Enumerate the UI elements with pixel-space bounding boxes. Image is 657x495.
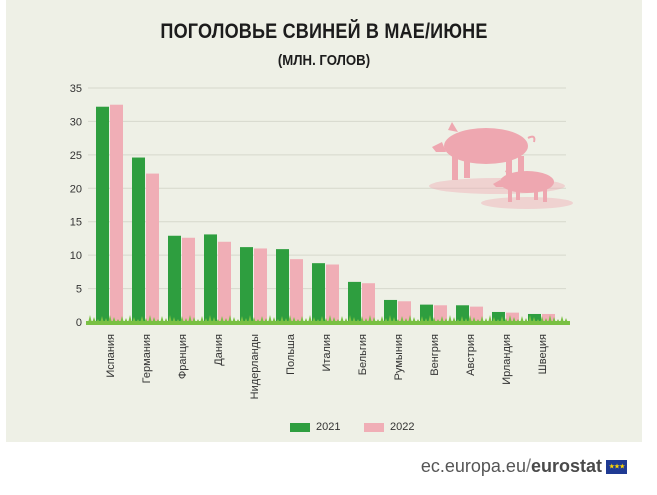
legend-swatch-2022 [364, 422, 384, 432]
legend-swatch-2021 [290, 422, 310, 432]
bar-2021-7 [348, 281, 361, 322]
infographic-card: ПОГОЛОВЬЕ СВИНЕЙ В МАЕ/ИЮНЕ (МЛН. ГОЛОВ)… [6, 0, 642, 442]
bar-2022-3 [218, 241, 231, 322]
y-tick-label: 20 [70, 183, 82, 195]
gridlines [88, 87, 566, 290]
x-tick-label: Германия [141, 334, 153, 383]
bar-2022-5 [290, 259, 303, 322]
bar-2022-9 [434, 305, 447, 322]
x-tick-label: Венгрия [429, 334, 441, 376]
bar-2021-10 [456, 305, 469, 322]
legend-item-2021: 2021 [290, 421, 340, 433]
bar-2021-4 [240, 247, 253, 322]
y-tick-label: 15 [70, 217, 82, 229]
eu-flag-icon: ★★★ [606, 459, 627, 474]
x-tick-label: Италия [321, 334, 333, 372]
y-tick-label: 25 [70, 150, 82, 162]
x-tick-label: Бельгия [357, 334, 369, 375]
grass-baseline [86, 315, 570, 325]
bar-2021-0 [96, 106, 109, 322]
x-tick-label: Дания [213, 334, 225, 366]
bar-2022-2 [182, 237, 195, 322]
bar-2021-6 [312, 263, 325, 322]
bar-2022-11 [506, 312, 519, 322]
bar-2022-8 [398, 301, 411, 322]
x-tick-label: Нидерланды [249, 334, 261, 399]
x-tick-label: Испания [105, 334, 117, 378]
bar-2021-5 [276, 249, 289, 322]
x-tick-label: Австрия [465, 334, 477, 376]
y-axis-ticks: 0 5 10 15 20 25 30 35 [70, 83, 82, 329]
y-tick-label: 35 [70, 83, 82, 95]
bar-2021-12 [528, 313, 541, 322]
legend: 2021 2022 [6, 421, 642, 437]
x-tick-label: Франция [177, 334, 189, 379]
bar-2022-12 [542, 313, 555, 322]
source-separator: / [525, 456, 531, 476]
bar-2022-4 [254, 248, 267, 322]
y-tick-label: 30 [70, 116, 82, 128]
bar-2021-1 [132, 157, 145, 322]
bar-2022-7 [362, 283, 375, 322]
chart-title: ПОГОЛОВЬЕ СВИНЕЙ В МАЕ/ИЮНЕ [160, 20, 488, 43]
x-tick-label: Польша [285, 333, 297, 375]
bar-2022-1 [146, 173, 159, 322]
bar-2022-6 [326, 264, 339, 322]
y-tick-label: 0 [76, 317, 82, 329]
x-tick-label: Швеция [537, 334, 549, 374]
chart-subtitle: (МЛН. ГОЛОВ) [277, 52, 371, 69]
bar-2022-10 [470, 306, 483, 322]
source-site: ec.europa.eu [420, 456, 526, 476]
bar-chart: 0 5 10 15 20 25 30 35 [70, 83, 573, 399]
bar-2021-2 [168, 235, 181, 322]
bar-2021-3 [204, 234, 217, 322]
x-axis-labels: Испания Германия Франция Дания Нидерланды Пол… [105, 333, 549, 399]
source-credit: ec.europa.eu / eurostat ★★★ [421, 456, 627, 477]
source-brand: eurostat [530, 456, 602, 476]
pigs-illustration-icon [429, 122, 573, 209]
legend-label-2021: 2021 [316, 421, 341, 433]
x-tick-label: Ирландия [501, 334, 513, 385]
y-tick-label: 10 [70, 250, 82, 262]
bar-2021-8 [384, 299, 397, 322]
bar-2021-11 [492, 311, 505, 322]
legend-item-2022: 2022 [364, 421, 414, 433]
y-tick-label: 5 [76, 284, 82, 296]
bars [96, 104, 555, 322]
legend-label-2022: 2022 [390, 421, 415, 433]
bar-2022-0 [110, 104, 123, 322]
x-tick-label: Румыния [393, 334, 405, 380]
